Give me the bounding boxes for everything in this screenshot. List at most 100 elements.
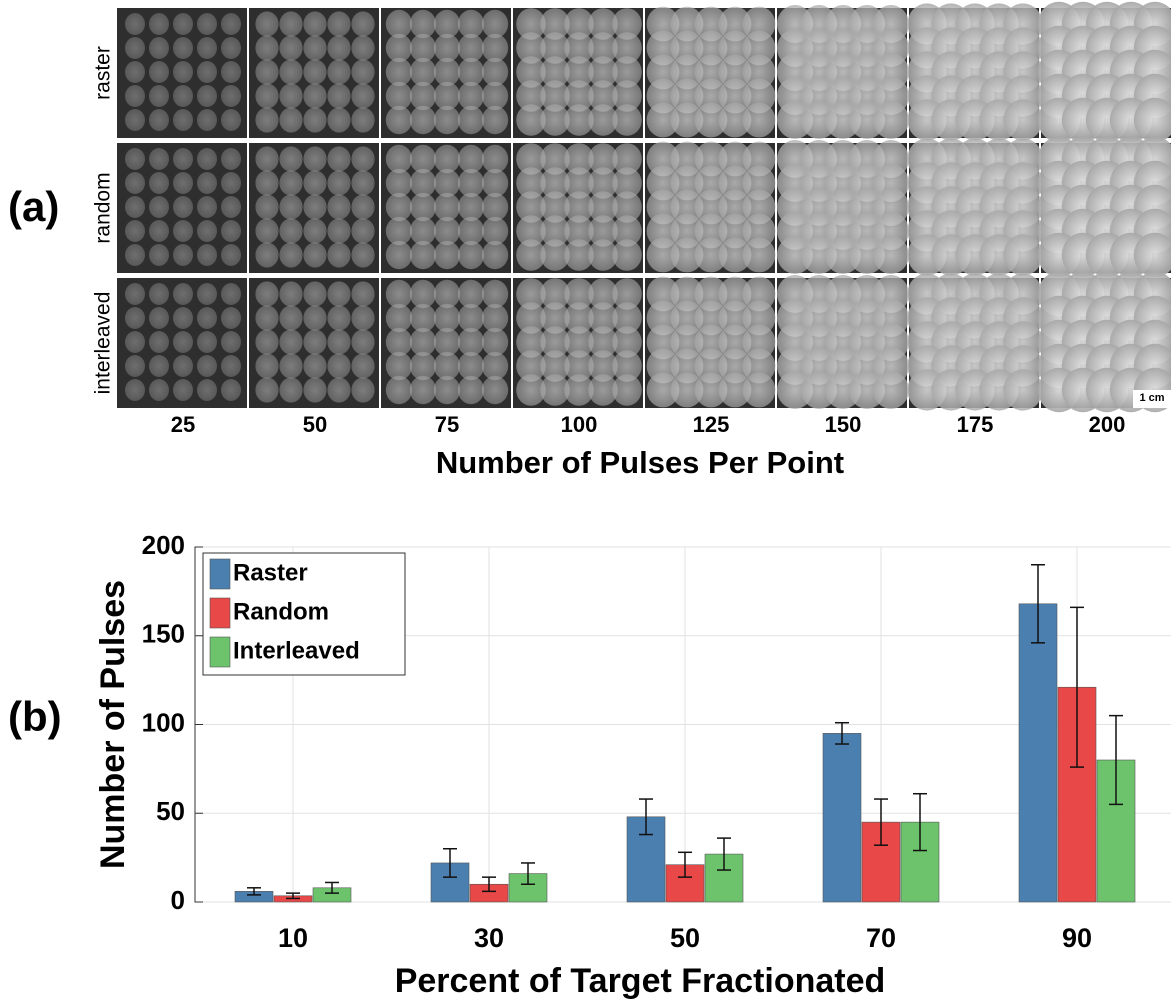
photo-spot [197,172,217,194]
photo-spot [221,13,241,35]
photo-spot [743,238,776,273]
photo-spot [197,331,217,353]
panel-a: rasterrandominterleaved25507510012515017… [92,2,1171,437]
photo-spot [173,220,193,242]
photo-spot [173,331,193,353]
photo-spot [221,331,241,353]
photo-spot [386,376,412,404]
photo-spot [149,148,169,170]
photo-spot [303,194,326,219]
photo-spot [125,85,145,107]
photo-spot [458,241,484,269]
photo-spot [149,283,169,305]
photo-spot [197,61,217,83]
photo-spot [327,146,350,171]
y-tick-label: 100 [142,707,185,737]
y-axis-label: Number of Pulses [94,580,132,869]
photo-spot [149,61,169,83]
photo-spot [197,355,217,377]
photo-spot [255,107,278,132]
photo-spot [255,170,278,195]
photo-spot [303,353,326,378]
photo-spot [197,196,217,218]
photo-spot [279,170,302,195]
photo-spot [255,329,278,354]
column-label: 125 [693,412,730,437]
figure: rasterrandominterleaved25507510012515017… [0,0,1171,1001]
photo-spot [221,61,241,83]
photo-spot [125,109,145,131]
photo-spot [173,148,193,170]
photo-spot [149,196,169,218]
legend-label: Interleaved [233,637,360,664]
panel-a-label: (a) [8,183,59,230]
photo-spot [173,61,193,83]
photo-spot [1003,99,1042,140]
photo-spot [173,37,193,59]
photo-spot [351,194,374,219]
photo-spot [386,241,412,269]
photo-spot [303,218,326,243]
photo-spot [351,329,374,354]
photo-spot [351,146,374,171]
photo-spot [149,307,169,329]
photo-spot [125,13,145,35]
photo-spot [125,148,145,170]
photo-spot [303,305,326,330]
photo-spot [221,355,241,377]
photo-spot [303,281,326,306]
photo-spot [351,281,374,306]
x-tick-label: 30 [474,923,504,953]
x-tick-label: 50 [670,923,700,953]
photo-spot [279,146,302,171]
photo-spot [149,172,169,194]
photo-spot [125,307,145,329]
photo-spot [255,146,278,171]
photo-spot [221,109,241,131]
legend-label: Raster [233,559,308,586]
photo-spot [149,109,169,131]
y-tick-label: 50 [156,796,185,826]
photo-spot [1003,369,1042,410]
photo-spot [125,37,145,59]
panel-a-xlabel: Number of Pulses Per Point [436,445,844,480]
photo-spot [173,172,193,194]
photo-spot [279,377,302,402]
photo-spot [197,307,217,329]
photo-spot [279,59,302,84]
photo-spot [303,11,326,36]
photo-spot [327,353,350,378]
photo-spot [351,377,374,402]
photo-spot [279,107,302,132]
legend-swatch [210,598,230,628]
photo-spot [303,107,326,132]
photo-spot [351,218,374,243]
photo-spot [279,83,302,108]
photo-spot [303,59,326,84]
photo-spot [125,283,145,305]
photo-spot [255,305,278,330]
photo-spot [197,148,217,170]
photo-spot [197,244,217,266]
photo-spot [255,281,278,306]
photo-spot [327,377,350,402]
photo-spot [327,83,350,108]
photo-spot [173,196,193,218]
x-tick-label: 90 [1062,923,1092,953]
photo-spot [173,109,193,131]
photo-spot [386,106,412,134]
photo-spot [197,220,217,242]
photo-spot [221,196,241,218]
photo-spot [221,283,241,305]
photo-spot [221,148,241,170]
photo-spot [173,355,193,377]
photo-spot [197,37,217,59]
photo-spot [410,241,436,269]
legend-swatch [210,637,230,667]
x-axis-label: Percent of Target Fractionated [395,962,886,1000]
photo-spot [327,170,350,195]
photo-spot [434,376,460,404]
photo-spot [173,85,193,107]
photo-spot [173,307,193,329]
photo-spot [743,103,776,138]
